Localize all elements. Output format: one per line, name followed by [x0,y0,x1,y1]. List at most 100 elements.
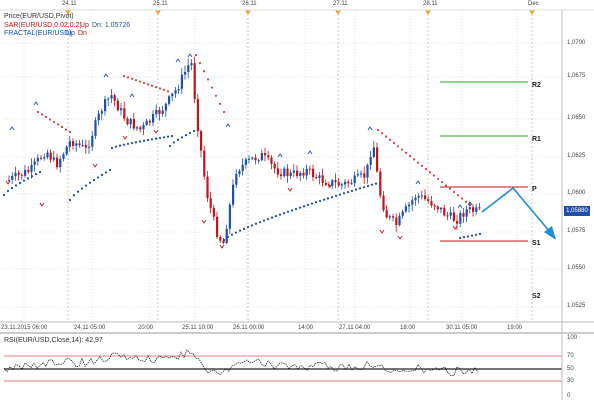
candle[interactable] [302,168,305,179]
candle[interactable] [404,203,407,214]
candle[interactable] [129,117,132,129]
candle[interactable] [20,173,23,180]
candle[interactable] [292,164,295,178]
candle[interactable] [296,165,299,179]
candle[interactable] [276,161,279,178]
candle[interactable] [321,168,324,187]
candle[interactable] [267,151,270,161]
candle[interactable] [190,59,193,71]
candle[interactable] [283,166,286,178]
candle[interactable] [209,191,212,214]
candle[interactable] [123,101,126,121]
candle[interactable] [379,168,382,199]
candle[interactable] [366,163,369,184]
candle[interactable] [440,206,443,214]
candle[interactable] [433,203,436,211]
candle[interactable] [465,205,468,223]
candle[interactable] [200,129,203,158]
candle[interactable] [180,68,183,94]
candle[interactable] [219,235,222,243]
candle[interactable] [222,237,225,245]
rsi-legend[interactable]: RSI(EUR/USD,Close,14): 42,97 [4,337,103,344]
candle[interactable] [8,175,11,182]
candle[interactable] [382,191,385,213]
candle[interactable] [196,94,199,138]
candle[interactable] [264,147,267,162]
candlesticks[interactable] [8,56,481,245]
candle[interactable] [260,149,263,162]
candle[interactable] [443,204,446,217]
candle[interactable] [148,119,151,126]
candle[interactable] [459,210,462,227]
candle[interactable] [305,164,308,180]
price-legend[interactable]: Price(EUR/USD,Pivot) [4,13,74,20]
candle[interactable] [126,116,129,126]
candle[interactable] [244,157,247,169]
candle[interactable] [75,139,78,152]
candle[interactable] [417,193,420,204]
candle[interactable] [24,165,27,178]
candle[interactable] [136,125,139,132]
candle[interactable] [88,140,91,154]
candle[interactable] [49,149,52,163]
candle[interactable] [155,104,158,118]
candle[interactable] [43,153,46,161]
candle[interactable] [203,145,206,180]
candle[interactable] [241,158,244,176]
candle[interactable] [398,212,401,227]
candle[interactable] [318,172,321,185]
candle[interactable] [113,93,116,107]
candle[interactable] [299,170,302,182]
candle[interactable] [104,95,107,116]
candle[interactable] [216,211,219,239]
candle[interactable] [350,179,353,185]
candle[interactable] [356,169,359,178]
candle[interactable] [193,56,196,104]
candle[interactable] [225,224,228,245]
candle[interactable] [388,214,391,221]
candle[interactable] [289,169,292,179]
candle[interactable] [257,158,260,164]
candle[interactable] [81,139,84,147]
candle[interactable] [65,145,68,156]
candle[interactable] [395,213,398,232]
candle[interactable] [238,168,241,178]
candle[interactable] [30,158,33,179]
candle[interactable] [270,155,273,170]
sar-legend[interactable]: SAR(EUR/USD,0.02,0.2) [4,22,82,29]
candle[interactable] [254,153,257,165]
candle[interactable] [308,165,311,175]
candle[interactable] [187,58,190,79]
candle[interactable] [206,170,209,203]
candle[interactable] [91,131,94,152]
candle[interactable] [52,150,55,163]
candle[interactable] [158,106,161,121]
candle[interactable] [334,173,337,188]
candle[interactable] [420,190,423,200]
candle[interactable] [462,207,465,223]
candle[interactable] [324,179,327,187]
candle[interactable] [478,203,481,211]
candle[interactable] [344,179,347,189]
candle[interactable] [142,122,145,136]
candle[interactable] [340,182,343,190]
candle[interactable] [235,169,238,189]
candle[interactable] [456,215,459,231]
candle[interactable] [392,213,395,222]
candle[interactable] [385,204,388,219]
candle[interactable] [411,196,414,211]
candle[interactable] [251,156,254,161]
candle[interactable] [315,173,318,180]
candle[interactable] [331,178,334,189]
candle[interactable] [232,179,235,208]
candle[interactable] [408,201,411,213]
candle[interactable] [27,166,30,174]
candle[interactable] [161,105,164,117]
candle[interactable] [360,170,363,178]
candle[interactable] [280,168,283,180]
candle[interactable] [286,164,289,183]
candle[interactable] [100,108,103,121]
candle[interactable] [97,110,100,126]
